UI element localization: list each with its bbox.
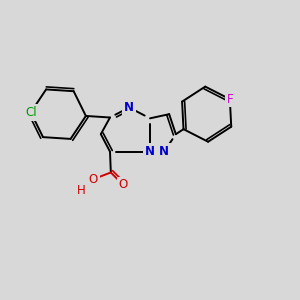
Text: F: F	[226, 93, 233, 106]
Text: H: H	[77, 184, 86, 197]
Text: O: O	[119, 178, 128, 191]
Text: N: N	[159, 145, 169, 158]
Text: O: O	[89, 173, 98, 186]
Text: N: N	[145, 145, 155, 158]
Text: N: N	[124, 101, 134, 114]
Text: Cl: Cl	[25, 106, 37, 119]
